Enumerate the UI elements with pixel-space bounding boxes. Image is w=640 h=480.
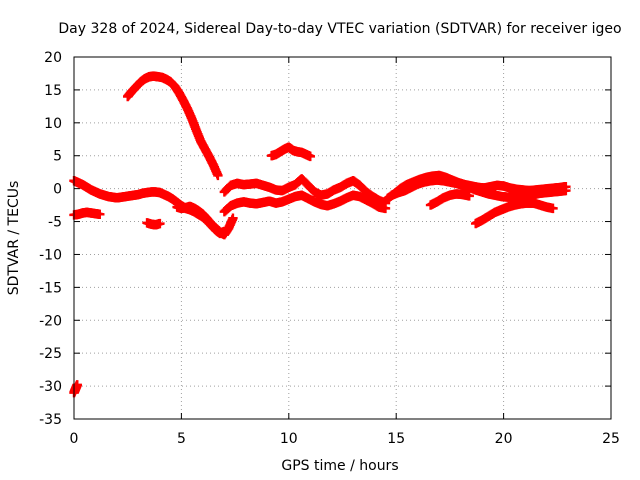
chart-title: Day 328 of 2024, Sidereal Day-to-day VTE… xyxy=(58,21,621,37)
grid-lines xyxy=(74,57,611,419)
x-tick-label: 15 xyxy=(387,431,405,447)
y-tick-label: 5 xyxy=(53,149,62,165)
y-tick-label: -10 xyxy=(39,247,62,263)
data-point xyxy=(305,151,315,162)
x-tick-label: 20 xyxy=(495,431,513,447)
data-point xyxy=(228,213,238,223)
x-axis-label: GPS time / hours xyxy=(281,458,398,474)
series-arc-small-blip xyxy=(142,218,165,230)
series-arc-midday-bump xyxy=(266,142,315,162)
x-tick-label: 5 xyxy=(177,431,186,447)
series-arc-upper-hump xyxy=(123,71,223,181)
x-tick-label: 10 xyxy=(280,431,298,447)
series-arc-mid-dip xyxy=(172,201,238,240)
data-point xyxy=(155,218,165,229)
y-axis-label: SDTVAR / TECUs xyxy=(6,181,22,296)
plot-frame xyxy=(73,56,612,420)
data-point xyxy=(95,209,105,220)
data-point xyxy=(561,185,571,196)
y-tick-label: -35 xyxy=(39,412,62,428)
series-arc-evening-rise xyxy=(470,198,558,229)
axis-ticks xyxy=(73,56,612,420)
y-tick-label: 0 xyxy=(53,182,62,198)
y-tick-labels: 20 15 10 5 0 -5 -10 -15 -20 -25 -30 -35 xyxy=(39,50,62,428)
x-tick-label: 0 xyxy=(70,431,79,447)
y-tick-label: -30 xyxy=(39,379,62,395)
data-point xyxy=(464,191,474,201)
data-point xyxy=(380,203,391,214)
y-tick-label: -20 xyxy=(39,313,62,329)
series-arc-midday-band xyxy=(219,174,391,208)
series-arc-evening-low xyxy=(425,189,474,210)
series-arc-midday-low xyxy=(219,190,391,217)
series-arc-afternoon-mid xyxy=(387,175,571,202)
y-tick-label: -15 xyxy=(39,280,62,296)
y-tick-label: 15 xyxy=(44,83,62,99)
y-tick-label: 20 xyxy=(44,50,62,66)
y-tick-label: -5 xyxy=(48,215,62,231)
x-tick-label: 25 xyxy=(602,431,620,447)
data-point xyxy=(548,203,558,214)
data-points xyxy=(69,71,571,398)
series-arc-midnight-outlier xyxy=(69,380,82,398)
x-tick-labels: 0 5 10 15 20 25 xyxy=(70,431,620,447)
series-arc-start-lower xyxy=(69,207,105,220)
y-tick-label: 10 xyxy=(44,116,62,132)
data-point xyxy=(72,380,82,390)
data-point xyxy=(213,170,223,181)
y-tick-label: -25 xyxy=(39,346,62,362)
